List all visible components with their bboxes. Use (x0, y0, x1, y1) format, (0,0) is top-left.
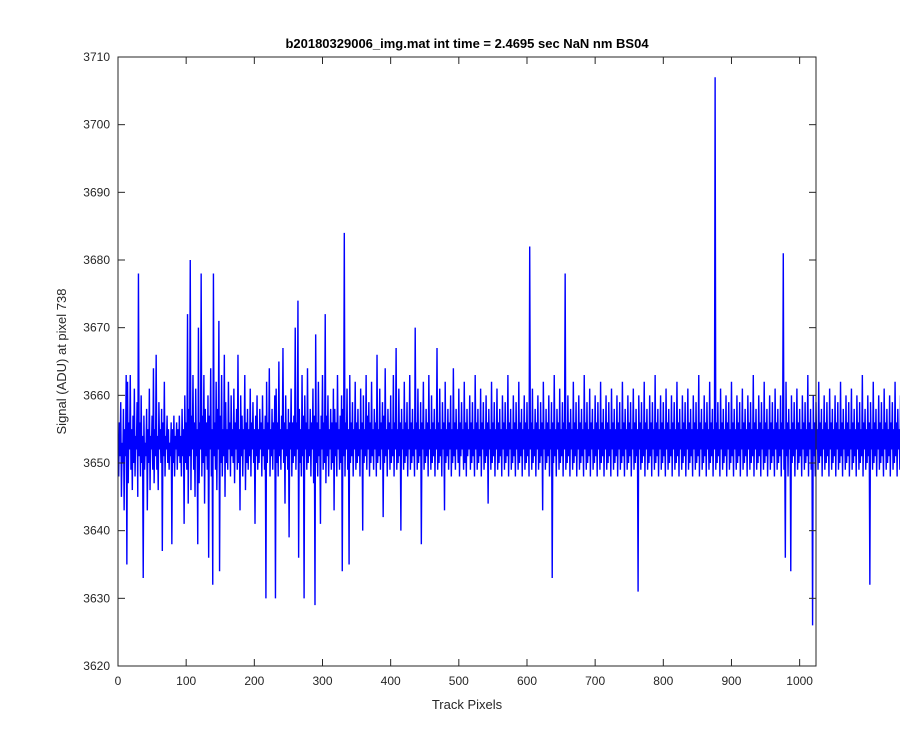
y-axis: 3620 3630 3640 3650 3660 3670 3680 3690 3700 3710 (83, 50, 816, 673)
plot-frame (117, 56, 817, 667)
y-tick-label: 3630 (83, 591, 110, 605)
y-tick-label: 3680 (83, 253, 110, 267)
y-tick-label: 3650 (83, 456, 110, 470)
x-tick-label: 500 (449, 674, 469, 688)
chart-title: b20180329006_img.mat int time = 2.4695 s… (285, 36, 649, 51)
x-tick-label: 600 (517, 674, 537, 688)
series-layer (117, 77, 900, 626)
x-tick-label: 1000 (786, 674, 813, 688)
plot-area (118, 57, 816, 666)
y-tick-label: 3700 (83, 118, 110, 132)
y-tick-label: 3670 (83, 321, 110, 335)
x-tick-label: 800 (653, 674, 673, 688)
x-axis-title: Track Pixels (432, 697, 503, 712)
x-axis: 0 100 200 300 400 500 600 700 800 900 1000 (115, 57, 813, 688)
x-tick-label: 0 (115, 674, 122, 688)
y-tick-label: 3690 (83, 185, 110, 199)
series-line-1 (117, 77, 900, 626)
x-tick-label: 700 (585, 674, 605, 688)
y-tick-label: 3640 (83, 524, 110, 538)
x-tick-label: 900 (721, 674, 741, 688)
y-tick-label: 3660 (83, 388, 110, 402)
x-tick-label: 100 (176, 674, 196, 688)
y-tick-label: 3620 (83, 659, 110, 673)
y-tick-label: 3710 (83, 50, 110, 64)
y-axis-title: Signal (ADU) at pixel 738 (54, 289, 69, 435)
x-tick-label: 200 (244, 674, 264, 688)
x-tick-label: 300 (312, 674, 332, 688)
x-tick-label: 400 (381, 674, 401, 688)
